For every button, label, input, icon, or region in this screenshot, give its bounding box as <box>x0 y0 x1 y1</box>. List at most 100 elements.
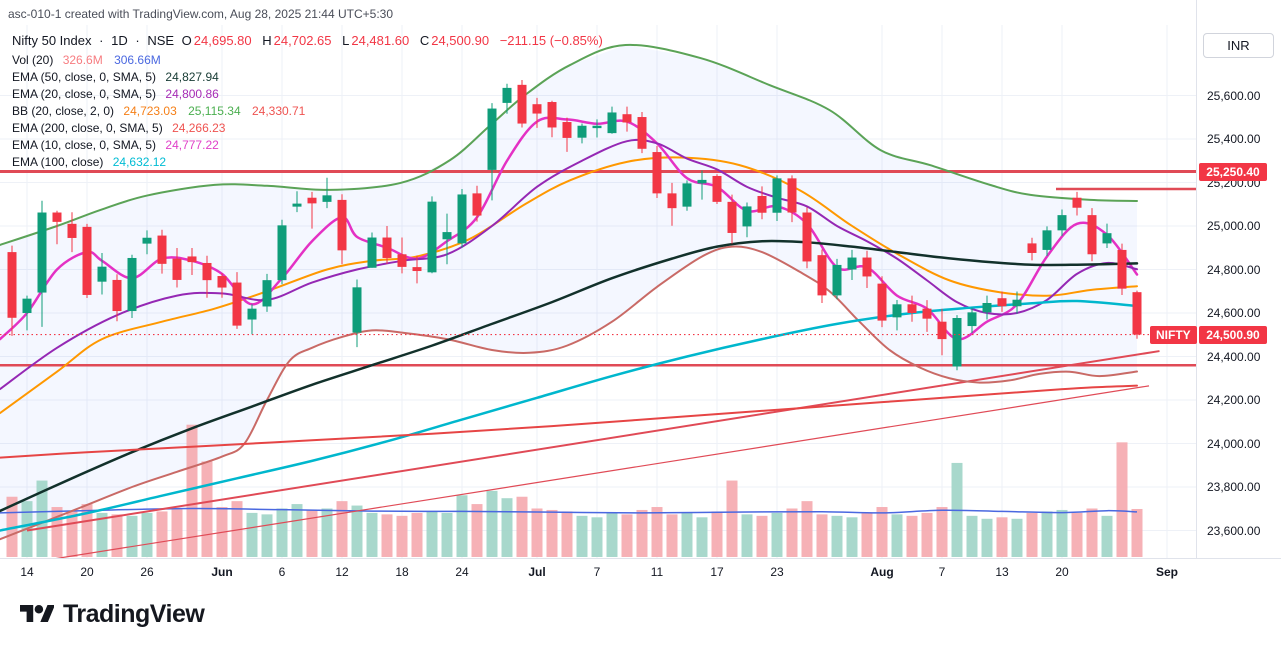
candle-down <box>412 267 422 272</box>
indicator-value: 24,777.22 <box>165 138 219 152</box>
chart-plot-area[interactable] <box>0 0 1196 558</box>
volume-bar <box>171 508 183 557</box>
candle-up <box>37 212 47 293</box>
volume-bar <box>276 508 288 557</box>
candle-up <box>982 302 992 313</box>
price-axis-label: 24,000.00 <box>1207 436 1261 451</box>
candle-up <box>262 280 272 307</box>
volume-bar <box>726 480 738 557</box>
volume-bar <box>846 517 858 557</box>
candle-down <box>232 282 242 326</box>
volume-bar <box>576 515 588 557</box>
volume-bar <box>396 515 408 557</box>
volume-bar <box>771 512 783 557</box>
time-axis-label: Aug <box>870 565 894 579</box>
volume-bar <box>6 496 18 557</box>
time-axis-label: 13 <box>995 565 1009 579</box>
volume-bar <box>66 511 78 557</box>
price-axis[interactable]: 25,600.00 25,400.00 25,200.00 25,000.00 24,8… <box>1196 0 1281 558</box>
candle-down <box>307 197 317 204</box>
volume-bar <box>321 508 333 557</box>
bb-lower-line <box>0 245 1138 541</box>
volume-bar <box>1011 518 1023 557</box>
volume-bar <box>606 512 618 557</box>
indicator-row-ema50[interactable]: EMA (50, close, 0, SMA, 5) 24,827.94 <box>12 69 609 86</box>
currency-button[interactable]: INR <box>1203 33 1274 58</box>
volume-bar <box>486 490 498 557</box>
volume-bar <box>81 504 93 557</box>
volume-bar <box>1131 508 1143 557</box>
volume-bar <box>516 496 528 557</box>
time-axis-label: Jul <box>528 565 546 579</box>
change-value: −211.15 (−0.85%) <box>499 33 603 48</box>
candle-down <box>397 254 407 267</box>
candle-down <box>667 193 677 209</box>
candle-down <box>382 237 392 258</box>
volume-bar <box>471 504 483 557</box>
candle-down <box>787 178 797 213</box>
candle-down <box>1027 243 1037 253</box>
candle-up <box>1012 299 1022 307</box>
candle-up <box>577 125 587 138</box>
indicator-row-bb[interactable]: BB (20, close, 2, 0) 24,723.03 25,115.34… <box>12 103 609 120</box>
tradingview-logo[interactable]: TradingView <box>20 600 205 629</box>
volume-bar <box>906 515 918 557</box>
indicator-label: EMA (10, close, 0, SMA, 5) <box>12 138 157 152</box>
volume-bar <box>111 514 123 557</box>
time-axis-label: 20 <box>80 565 94 579</box>
volume-bar <box>786 508 798 557</box>
volume-bar <box>996 517 1008 557</box>
indicator-value: 24,800.86 <box>165 87 219 101</box>
volume-bar <box>831 515 843 557</box>
candle-up <box>772 178 782 213</box>
indicator-value: 25,115.34 <box>188 104 241 118</box>
time-axis-label: 20 <box>1055 565 1069 579</box>
volume-bar <box>351 505 363 557</box>
time-axis-label: 18 <box>395 565 409 579</box>
candle-down <box>547 102 557 128</box>
candle-down <box>802 212 812 262</box>
candle-down <box>712 175 722 202</box>
volume-bar <box>381 514 393 557</box>
indicator-value: 24,632.12 <box>112 155 167 169</box>
time-axis-label: 17 <box>710 565 724 579</box>
indicator-row-ema100[interactable]: EMA (100, close) 24,632.12 <box>12 154 609 171</box>
indicator-value: 24,266.23 <box>172 121 226 135</box>
candle-up <box>352 287 362 333</box>
candle-down <box>172 258 182 280</box>
volume-bar <box>981 518 993 557</box>
indicator-value: 24,723.03 <box>123 104 177 118</box>
candle-down <box>907 304 917 313</box>
symbol-title-row[interactable]: Nifty 50 Index · 1D · NSE O 24,695.80 H 24… <box>12 32 609 49</box>
candle-up <box>592 125 602 129</box>
candle-up <box>1042 230 1052 250</box>
candle-down <box>997 298 1007 307</box>
volume-bar <box>126 515 138 557</box>
indicator-row-volume[interactable]: Vol (20) 326.6M 306.66M <box>12 52 609 69</box>
time-axis-label: 26 <box>140 565 154 579</box>
candle-down <box>52 212 62 222</box>
volume-bar <box>1041 511 1053 557</box>
candle-down <box>922 308 932 319</box>
volume-bar <box>441 512 453 557</box>
candle-down <box>817 255 827 296</box>
indicator-row-ema10[interactable]: EMA (10, close, 0, SMA, 5) 24,777.22 <box>12 137 609 154</box>
volume-bar <box>306 509 318 557</box>
candle-up <box>292 203 302 207</box>
indicator-row-ema200[interactable]: EMA (200, close, 0, SMA, 5) 24,266.23 <box>12 120 609 137</box>
time-axis[interactable]: 14 20 26 Jun 6 12 18 24 Jul 7 11 17 23 Aug 7 13 20 Sep <box>0 558 1281 587</box>
volume-bar <box>861 512 873 557</box>
candle-up <box>247 308 257 320</box>
candle-up <box>487 108 497 170</box>
symbol-price-tag: NIFTY <box>1150 325 1197 344</box>
trendline <box>55 385 1150 558</box>
price-axis-label: 25,000.00 <box>1207 219 1261 233</box>
time-axis-label: 7 <box>593 565 601 579</box>
ohlc-values: O 24,695.80 H 24,702.65 L 24,481.60 C 24,500… <box>182 33 605 48</box>
indicator-value: 24,330.71 <box>251 104 306 118</box>
indicator-row-ema20[interactable]: EMA (20, close, 0, SMA, 5) 24,800.86 <box>12 86 609 103</box>
candle-down <box>7 252 17 318</box>
time-axis-label: 7 <box>938 565 946 579</box>
volume-bar <box>141 512 153 557</box>
candle-up <box>1057 215 1067 231</box>
